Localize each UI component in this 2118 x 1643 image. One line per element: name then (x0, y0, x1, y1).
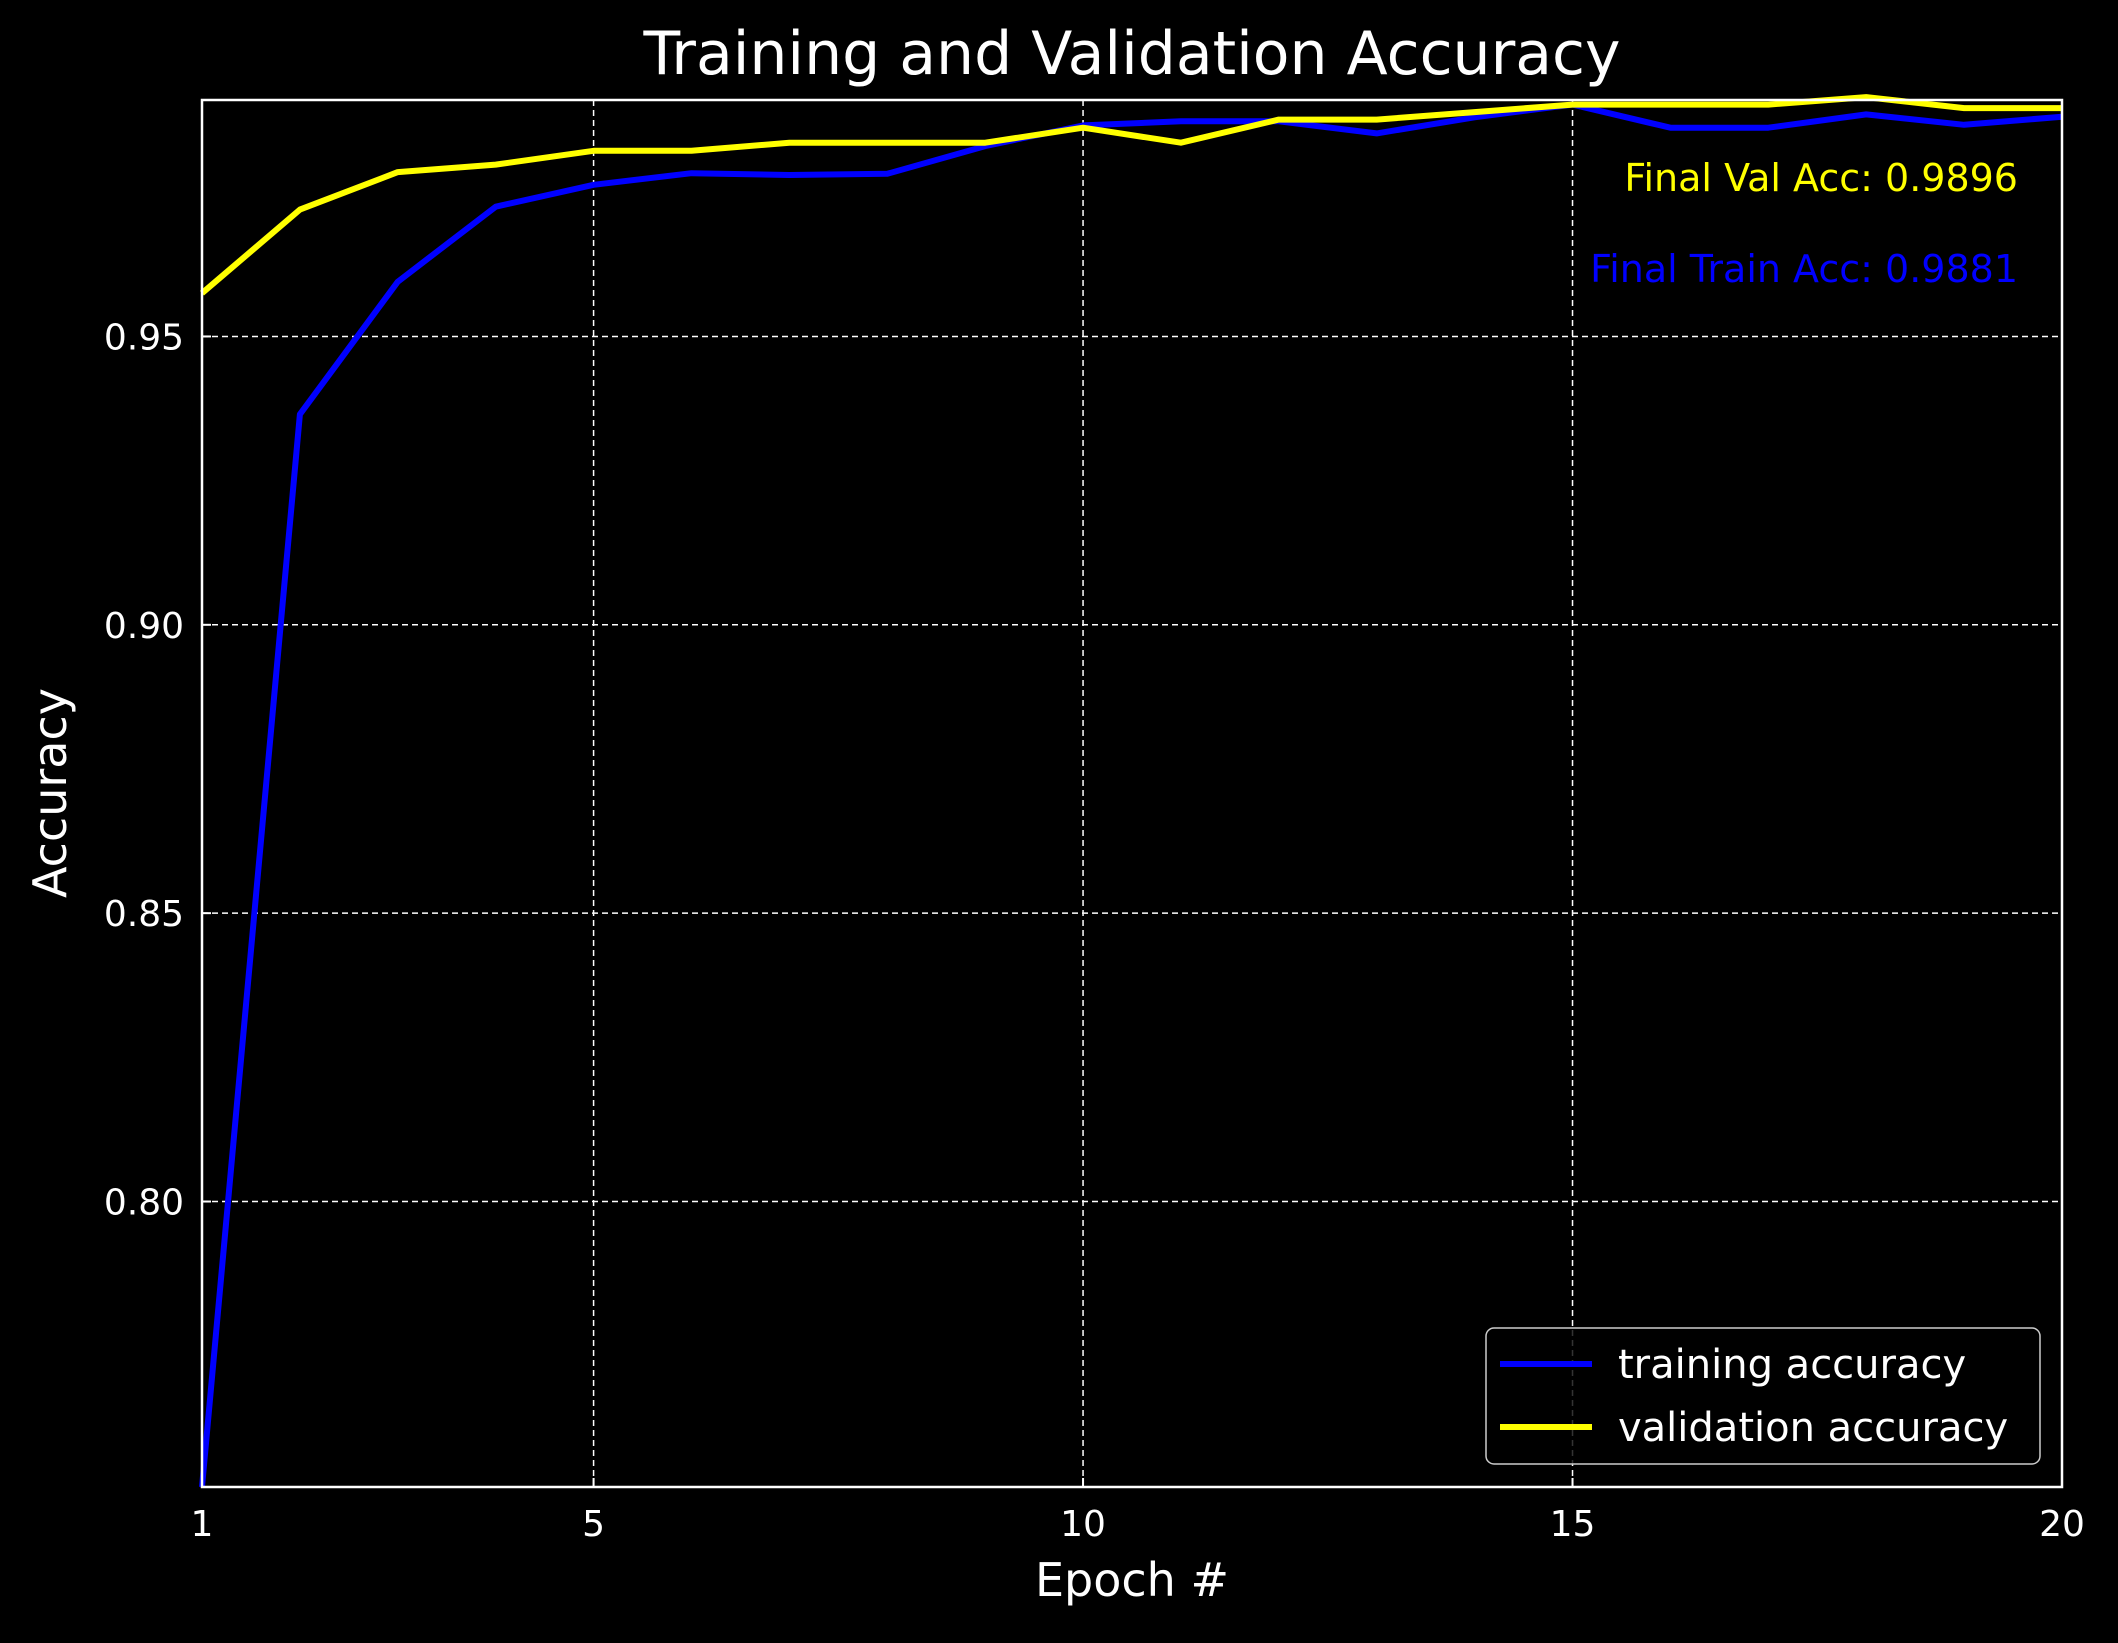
y-tick-label: 0.95 (104, 317, 184, 358)
chart-title: Training and Validation Accuracy (642, 19, 1620, 89)
legend: training accuracy validation accuracy (1485, 1327, 2041, 1465)
x-axis-label: Epoch # (1035, 1553, 1229, 1607)
y-tick-label: 0.85 (104, 894, 184, 935)
x-tick-label: 15 (1550, 1504, 1596, 1545)
series-lines (199, 94, 2063, 1488)
x-tick-label: 5 (582, 1504, 605, 1545)
series-line-validation-accuracy (200, 94, 2062, 296)
legend-box (1485, 1327, 2041, 1465)
y-tick-label: 0.80 (104, 1183, 184, 1224)
final-val-acc-annotation: Final Val Acc: 0.9896 (1624, 156, 2018, 200)
legend-label-validation: validation accuracy (1618, 1405, 2008, 1451)
x-tick-label: 10 (1060, 1504, 1106, 1545)
x-tick-label: 1 (191, 1504, 214, 1545)
final-train-acc-annotation: Final Train Acc: 0.9881 (1590, 247, 2018, 291)
y-axis-label: Accuracy (23, 688, 77, 898)
legend-label-training: training accuracy (1618, 1342, 1966, 1388)
x-tick-label: 20 (2039, 1504, 2085, 1545)
y-tick-label: 0.90 (104, 606, 184, 647)
plot-area-frame (200, 98, 2064, 1489)
axis-ticks: 1 5 10 15 200.800.850.900.95 (104, 317, 2085, 1545)
series-line-training-accuracy (199, 101, 2063, 1488)
grid-lines (202, 100, 2062, 1487)
